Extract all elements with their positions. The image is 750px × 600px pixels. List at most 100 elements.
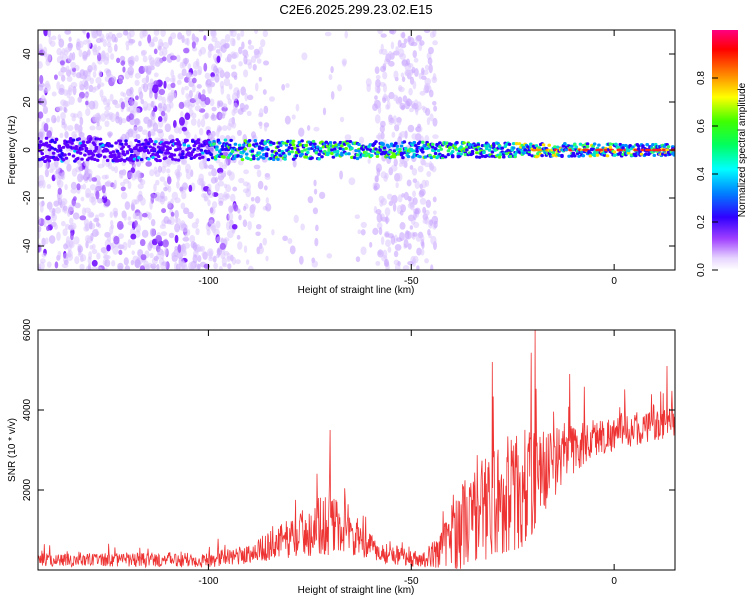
spectrogram-noise-cell	[63, 106, 67, 113]
spectrogram-noise-cell	[337, 84, 342, 92]
spectrogram-noise-cell	[68, 96, 75, 106]
spectrogram-noise-cell	[221, 164, 227, 170]
spectrogram-signal-cell	[473, 144, 478, 148]
spectrogram-noise-cell	[192, 254, 198, 264]
spectrogram-noise-cell	[206, 229, 211, 236]
spectrogram-noise-cell	[66, 209, 71, 217]
spectrogram-noise-cell	[249, 211, 255, 218]
spectrogram-noise-cell	[164, 195, 168, 202]
spectrogram-noise-cell	[153, 30, 160, 36]
spectrogram-signal-cell	[313, 142, 317, 146]
spectrogram-noise-cell	[161, 208, 167, 214]
spectrogram-noise-cell	[409, 225, 414, 230]
spectrogram-noise-cell	[163, 180, 168, 186]
spectrogram-noise-cell	[236, 129, 242, 137]
spectrogram-noise-cell	[150, 111, 156, 121]
spectrogram-signal-cell	[530, 154, 534, 158]
spectrogram-signal-cell	[340, 153, 344, 157]
spectrogram-signal-cell	[172, 153, 177, 157]
spectrogram-noise-cell	[415, 34, 423, 42]
spectrogram-signal-cell	[56, 157, 60, 161]
spectrogram-signal-cell	[361, 147, 365, 152]
spectrogram-noise-cell	[129, 30, 135, 38]
spectrogram-signal-cell	[178, 147, 182, 151]
spectrogram-noise-cell	[252, 63, 257, 71]
spectrogram-noise-cell	[112, 99, 118, 105]
spectrogram-signal-cell	[355, 153, 360, 157]
spectrogram-noise-cell	[313, 126, 320, 132]
spectrogram-noise-cell	[81, 30, 86, 34]
spectrogram-signal-cell	[341, 147, 346, 151]
spectrogram-noise-cell	[402, 233, 408, 241]
spectrogram-noise-cell	[339, 116, 345, 123]
spectrogram-noise-cell	[84, 223, 89, 231]
spectrogram-signal-cell	[44, 141, 49, 145]
spectrogram-noise-cell	[51, 91, 57, 97]
spectrogram-signal-cell	[436, 149, 441, 153]
spectrogram-noise-cell	[91, 62, 97, 71]
spectrogram-signal-cell	[274, 151, 279, 155]
spectrogram-noise-cell	[163, 186, 168, 192]
spectrogram-signal-cell	[38, 158, 42, 162]
spectrogram-noise-cell	[427, 229, 431, 236]
spectrogram-noise-cell	[127, 128, 134, 138]
spectrogram-noise-cell	[416, 265, 420, 270]
spectrogram-noise-cell	[174, 234, 179, 244]
spectrogram-noise-cell	[401, 31, 406, 39]
spectrogram-noise-cell	[385, 104, 390, 110]
spectrogram-noise-cell	[245, 259, 250, 265]
spectrogram-noise-cell	[344, 134, 352, 141]
spectrogram-noise-cell	[141, 229, 149, 238]
spectrogram-noise-cell	[263, 185, 268, 191]
spectrogram-signal-cell	[534, 144, 539, 148]
spectrogram-noise-cell	[211, 36, 218, 43]
spectrogram-signal-cell	[626, 148, 631, 153]
spectrogram-signal-cell	[663, 153, 668, 157]
spectrogram-signal-cell	[95, 158, 100, 162]
spectrogram-noise-cell	[118, 249, 123, 256]
spectrogram-signal-cell	[250, 149, 255, 153]
spectrogram-signal-cell	[210, 156, 215, 160]
spectrogram-signal-cell	[297, 150, 302, 154]
spectrogram-noise-cell	[72, 196, 77, 202]
spectrogram-noise-cell	[122, 241, 128, 251]
spectrogram-noise-cell	[396, 116, 402, 126]
spectrogram-noise-cell	[115, 111, 120, 120]
spectrogram-noise-cell	[219, 266, 223, 270]
spectrogram-noise-cell	[265, 255, 269, 262]
spectrogram-noise-cell	[246, 94, 254, 101]
spectrogram-noise-cell	[212, 255, 217, 263]
spectrogram-signal-cell	[344, 146, 348, 151]
spectrogram-signal-cell	[303, 148, 307, 152]
spectrogram-noise-cell	[422, 206, 427, 214]
spectrogram-noise-cell	[111, 76, 117, 83]
spectrogram-noise-cell	[218, 125, 222, 131]
spectrogram-signal-cell	[290, 146, 294, 150]
spectrogram-noise-cell	[244, 92, 248, 102]
spectrogram-noise-cell	[171, 252, 176, 262]
spectrogram-noise-cell	[282, 235, 288, 242]
spectrogram-signal-cell	[666, 145, 671, 149]
spectrogram-noise-cell	[207, 132, 213, 140]
spectrogram-noise-cell	[55, 166, 61, 173]
spectrogram-noise-cell	[92, 70, 97, 78]
spectrogram-noise-cell	[258, 112, 264, 118]
spectrogram-signal-cell	[382, 146, 387, 150]
spectrogram-signal-cell	[142, 148, 147, 152]
spectrogram-signal-cell	[439, 147, 444, 151]
spectrogram-signal-cell	[110, 144, 114, 148]
spectrogram-noise-cell	[134, 72, 141, 79]
spectrogram-noise-cell	[187, 63, 192, 70]
spectrogram-noise-cell	[298, 255, 304, 265]
spectrogram-noise-cell	[407, 124, 415, 133]
spectrogram-noise-cell	[254, 30, 259, 35]
spectrogram-noise-cell	[79, 215, 87, 221]
spectrogram-noise-cell	[128, 105, 135, 113]
spectrogram-noise-cell	[219, 134, 226, 141]
spectrogram-signal-cell	[624, 143, 628, 148]
spectrogram-noise-cell	[433, 105, 438, 112]
spectrogram-noise-cell	[56, 178, 61, 186]
spectrogram-signal-cell	[634, 154, 638, 158]
spectrogram-signal-cell	[357, 149, 361, 153]
spectrogram-noise-cell	[55, 106, 63, 112]
